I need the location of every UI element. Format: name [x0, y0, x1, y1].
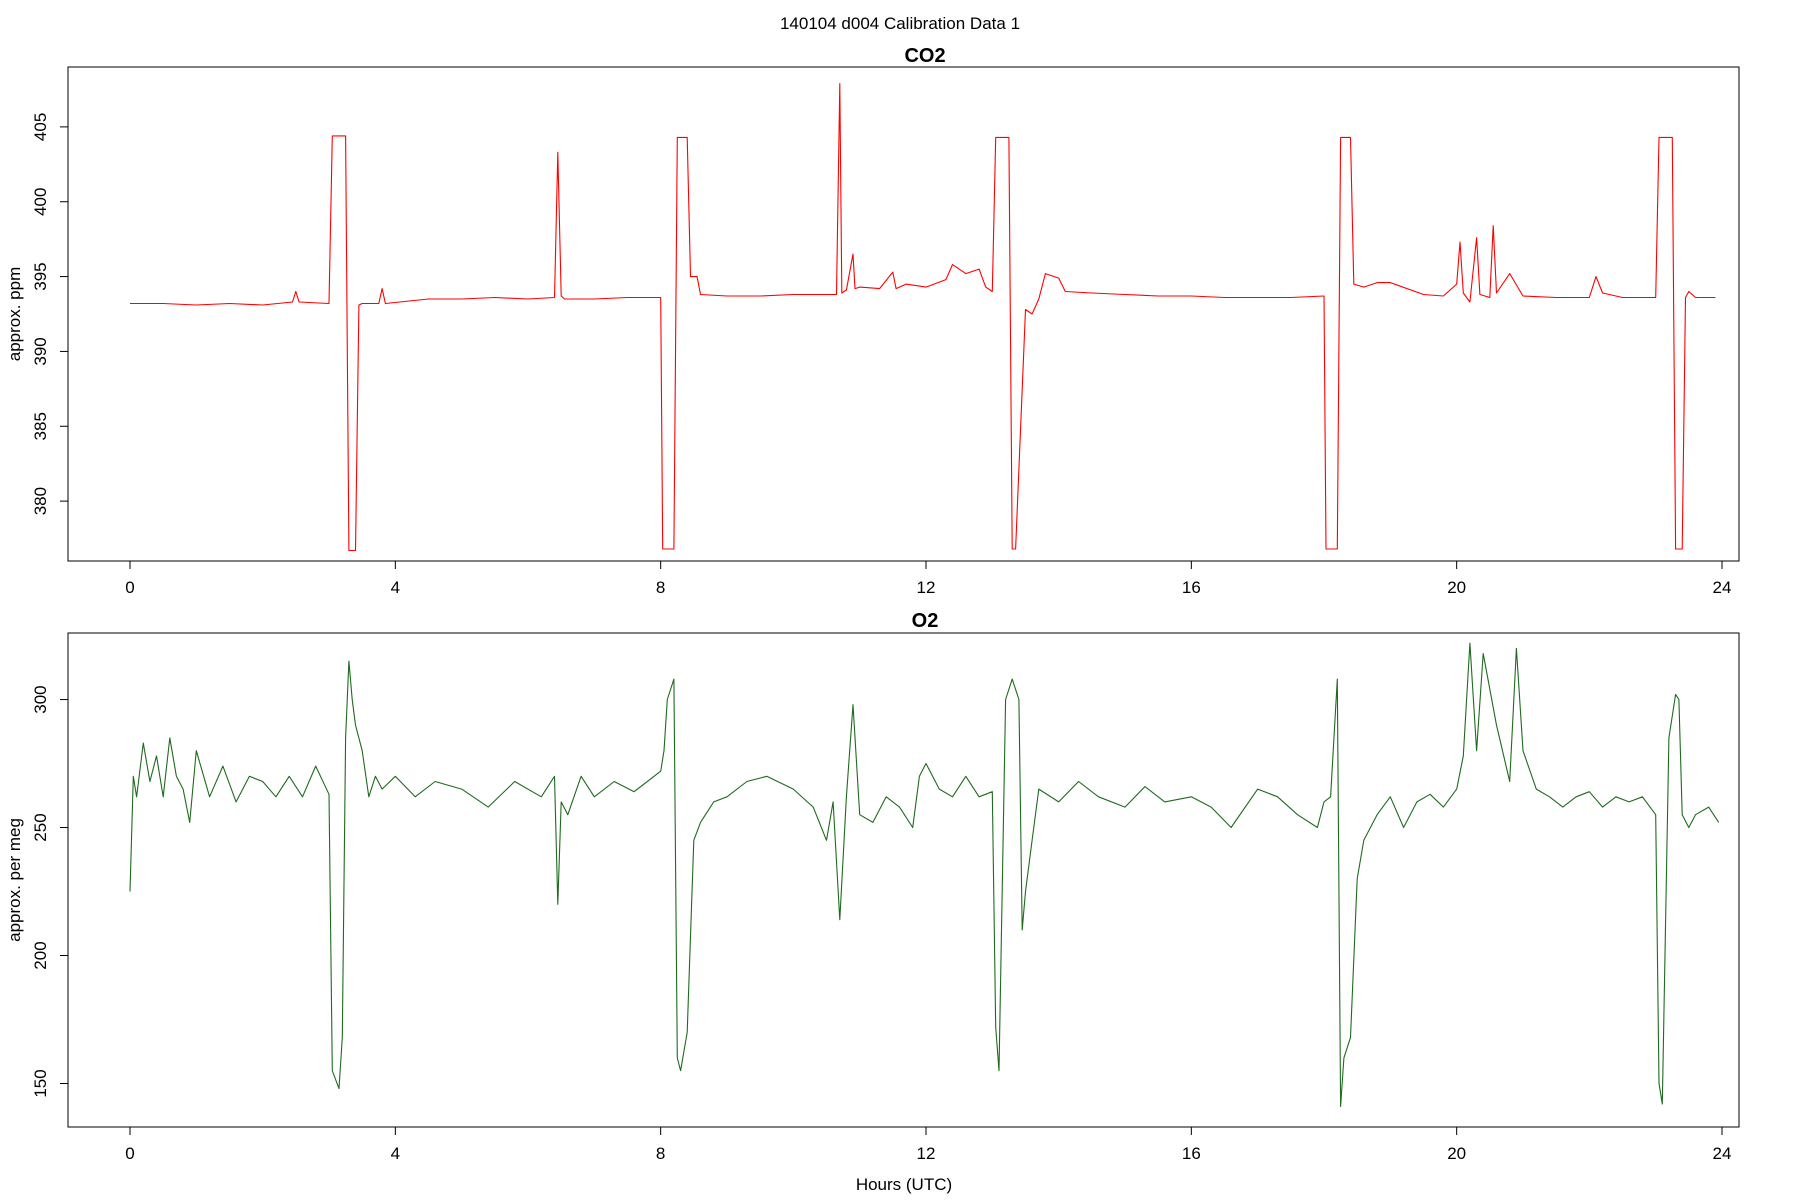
o2-series-line [129, 642, 1720, 1108]
co2-y-tick-label: 385 [31, 412, 50, 440]
co2-y-tick-label: 395 [31, 262, 50, 290]
figure-title: 140104 d004 Calibration Data 1 [780, 14, 1020, 33]
co2-y-tick-label: 390 [31, 337, 50, 365]
co2-x-axis: 0 4 8 12 16 20 24 [125, 561, 1731, 597]
o2-y-axis: 150 200 250 300 [31, 685, 68, 1098]
o2-x-tick-label: 24 [1713, 1144, 1732, 1163]
co2-x-tick-label: 0 [125, 578, 134, 597]
o2-panel: O2 0 4 8 12 16 20 24 150 200 250 300 approx. per … [5, 610, 1740, 1194]
o2-x-axis: 0 4 8 12 16 20 24 [125, 1127, 1731, 1163]
co2-panel: CO2 0 4 8 12 16 20 24 380 385 390 395 400 405 appro… [5, 45, 1740, 597]
o2-x-axis-label: Hours (UTC) [856, 1175, 952, 1194]
o2-panel-title: O2 [912, 610, 939, 632]
co2-x-tick-label: 4 [391, 578, 400, 597]
co2-panel-title: CO2 [904, 45, 945, 67]
co2-x-tick-label: 20 [1447, 578, 1466, 597]
co2-x-tick-label: 8 [656, 578, 665, 597]
o2-x-tick-label: 20 [1447, 1144, 1466, 1163]
co2-y-axis: 380 385 390 395 400 405 [31, 113, 68, 515]
co2-x-tick-label: 12 [917, 578, 936, 597]
o2-x-tick-label: 4 [391, 1144, 400, 1163]
o2-y-tick-label: 150 [31, 1069, 50, 1097]
o2-y-tick-label: 200 [31, 941, 50, 969]
co2-plot-frame [67, 66, 1740, 562]
o2-x-tick-label: 8 [656, 1144, 665, 1163]
co2-series-line [130, 82, 1716, 552]
co2-y-axis-label: approx. ppm [5, 267, 24, 362]
co2-y-tick-label: 380 [31, 487, 50, 515]
o2-y-axis-label: approx. per meg [5, 818, 24, 942]
co2-x-tick-label: 16 [1182, 578, 1201, 597]
co2-y-tick-label: 400 [31, 188, 50, 216]
o2-x-tick-label: 0 [125, 1144, 134, 1163]
o2-y-tick-label: 250 [31, 813, 50, 841]
co2-y-tick-label: 405 [31, 113, 50, 141]
o2-plot-frame [67, 632, 1740, 1128]
co2-x-tick-label: 24 [1713, 578, 1732, 597]
o2-y-tick-label: 300 [31, 685, 50, 713]
o2-x-tick-label: 16 [1182, 1144, 1201, 1163]
o2-x-tick-label: 12 [917, 1144, 936, 1163]
